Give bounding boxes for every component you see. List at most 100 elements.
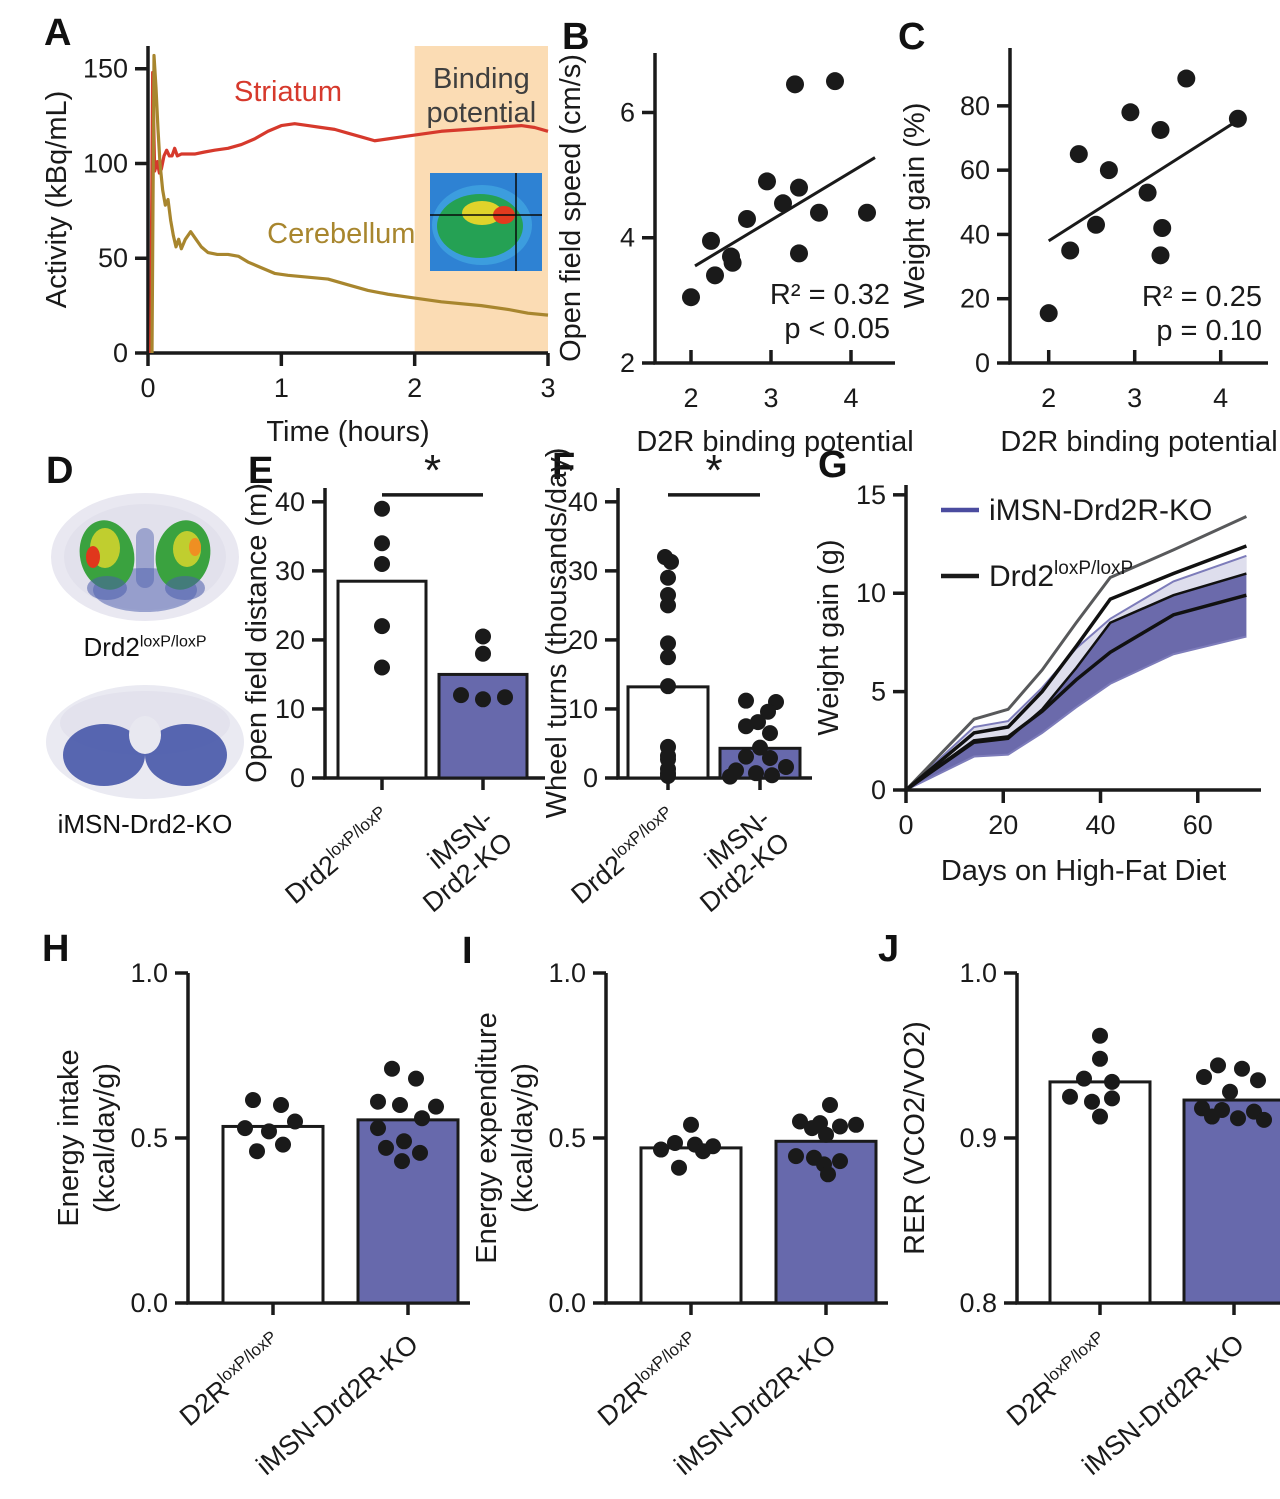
svg-text:20: 20 — [960, 284, 990, 314]
svg-text:20: 20 — [275, 625, 305, 655]
panel-label-e: E — [248, 450, 274, 492]
scatter-plot-c: 0 20 40 60 80 2 3 4 R² = 0.25p = 0.10 Weight gain… — [899, 48, 1278, 458]
svg-text:4: 4 — [1213, 383, 1228, 413]
panel-label-g: G — [818, 444, 848, 486]
legend-label-0: iMSN-Drd2R-KO — [989, 494, 1212, 527]
series-label-cerebellum: Cerebellum — [267, 218, 415, 250]
panel-label-h: H — [42, 928, 70, 970]
svg-text:0.0: 0.0 — [548, 1288, 586, 1318]
svg-text:30: 30 — [275, 556, 305, 586]
significance-star: * — [424, 446, 441, 495]
panel-b-speed-scatter-chart: 2 4 6 2 3 4 R² = 0.32 p < 0.05 Open field speed … — [550, 8, 914, 458]
control-mean-line — [904, 544, 1248, 792]
svg-text:20: 20 — [568, 625, 598, 655]
svg-text:Energy expenditure: Energy expenditure — [471, 1012, 503, 1264]
panel-label-d: D — [46, 450, 74, 492]
svg-text:40: 40 — [275, 487, 305, 517]
panel-label-f: F — [552, 446, 576, 488]
svg-text:0: 0 — [871, 775, 886, 805]
group-label-D2RloxP/loxP: D2RloxP/loxP — [591, 1327, 707, 1432]
svg-text:3: 3 — [763, 383, 778, 413]
svg-text:0.5: 0.5 — [130, 1123, 168, 1153]
series-label-striatum: Striatum — [234, 76, 342, 108]
svg-text:Time (hours): Time (hours) — [266, 416, 429, 448]
svg-text:1.0: 1.0 — [130, 958, 168, 988]
svg-text:D2R binding potential: D2R binding potential — [1000, 426, 1277, 458]
svg-text:2: 2 — [407, 373, 422, 403]
p-value-text: p = 0.10 — [1156, 315, 1262, 347]
svg-text:0.5: 0.5 — [548, 1123, 586, 1153]
svg-text:15: 15 — [856, 480, 886, 510]
svg-text:0: 0 — [975, 348, 990, 378]
series-cerebellum — [150, 53, 549, 354]
svg-text:(kcal/day/g): (kcal/day/g) — [507, 1063, 539, 1213]
svg-text:4: 4 — [843, 383, 858, 413]
panel-label-j: J — [878, 928, 900, 970]
group-label-Drd2loxP/loxP: Drd2loxP/loxP — [564, 802, 684, 910]
svg-text:50: 50 — [98, 243, 128, 273]
panel-c-weightgain-scatter-chart: 0 20 40 60 80 2 3 4 R² = 0.25 p = 0.10 Weight gain… — [890, 8, 1280, 458]
binding-potential-label: Binding — [433, 63, 530, 95]
legend-label-1: Drd2loxP/loxP — [989, 558, 1133, 593]
brain-section-control-image — [51, 493, 239, 621]
ko-mean-line — [904, 593, 1247, 792]
svg-text:Weight gain (%): Weight gain (%) — [899, 103, 931, 309]
panel-i-energy-expenditure-bar-chart: 0.0 0.5 1.0 D2RloxP/loxP iMSN-Drd2R-KO Energy… — [446, 928, 890, 1498]
bar-iMSN-Drd2R-KO — [356, 1118, 460, 1305]
data-points — [1039, 69, 1247, 323]
dots-iMSN-Drd2R-KO — [370, 1060, 444, 1170]
bar-chart-e: 0 10 20 30 40 Drd2loxP/loxP iMSN-Drd2-KO * Open … — [241, 446, 545, 918]
bar-iMSN-Drd2R-KO — [1182, 1098, 1280, 1305]
panel-d-autoradiographs: Drd2loxP/loxP iMSN-Drd2-KO — [35, 490, 255, 850]
panel-f-wheelturns-bar-chart: 0 10 20 30 40 Drd2loxP/loxP iMSN-Drd2-KO * Wheel… — [540, 446, 820, 940]
dots-D2RloxP/loxP — [1062, 1027, 1120, 1125]
svg-text:0: 0 — [583, 763, 598, 793]
group-label-iMSN-Drd2-KO: iMSN-Drd2-KO — [675, 804, 795, 918]
group-label-Drd2loxP/loxP: Drd2loxP/loxP — [278, 802, 398, 910]
trend-line — [1047, 119, 1239, 243]
svg-text:0: 0 — [113, 338, 128, 368]
svg-text:1.0: 1.0 — [959, 958, 997, 988]
panel-h-energy-intake-bar-chart: 0.0 0.5 1.0 D2RloxP/loxP iMSN-Drd2R-KO Energy… — [28, 928, 472, 1498]
bar-chart-f: 0 10 20 30 40 Drd2loxP/loxP iMSN-Drd2-KO * Wheel… — [541, 446, 812, 918]
dots-D2RloxP/loxP — [237, 1092, 303, 1160]
svg-text:1: 1 — [274, 373, 289, 403]
svg-text:3: 3 — [540, 373, 555, 403]
dots-iMSN-Drd2-KO — [453, 628, 513, 708]
svg-text:Open field distance (m): Open field distance (m) — [241, 483, 273, 783]
group-label-iMSN-Drd2R-KO: iMSN-Drd2R-KO — [251, 1329, 424, 1481]
significance-star: * — [705, 446, 722, 495]
control-lower-line — [905, 572, 1247, 792]
control-error-band — [906, 516, 1247, 790]
dots-D2RloxP/loxP — [653, 1116, 721, 1176]
dots-Drd2loxP/loxP — [657, 549, 679, 784]
svg-text:RER (VCO2/VO2): RER (VCO2/VO2) — [899, 1021, 931, 1255]
svg-text:40: 40 — [960, 219, 990, 249]
brain-ko-label: iMSN-Drd2-KO — [57, 809, 233, 839]
svg-text:2: 2 — [1041, 383, 1056, 413]
svg-text:150: 150 — [83, 54, 128, 84]
bar-Drd2loxP/loxP — [336, 579, 428, 780]
brain-control-art — [51, 493, 239, 621]
bar-D2RloxP/loxP — [639, 1146, 743, 1305]
bar-D2RloxP/loxP — [221, 1124, 325, 1305]
weight-gain-band-plot: 0 5 10 15 0 20 40 60 iMSN-Drd2R-KO Drd2loxP/loxP W… — [813, 480, 1261, 887]
svg-text:60: 60 — [960, 155, 990, 185]
svg-text:30: 30 — [568, 556, 598, 586]
control-upper-line — [904, 515, 1248, 792]
svg-text:Wheel turns (thousands/day): Wheel turns (thousands/day) — [541, 448, 573, 819]
brain-ko-art — [46, 685, 244, 799]
svg-text:4: 4 — [620, 223, 635, 253]
svg-text:0: 0 — [140, 373, 155, 403]
brain-control-label: Drd2loxP/loxP — [83, 632, 207, 662]
svg-text:potential: potential — [427, 97, 537, 129]
group-label-iMSN-Drd2R-KO: iMSN-Drd2R-KO — [669, 1329, 842, 1481]
svg-text:1.0: 1.0 — [548, 958, 586, 988]
group-label-D2RloxP/loxP: D2RloxP/loxP — [173, 1327, 289, 1432]
svg-text:5: 5 — [871, 677, 886, 707]
svg-text:10: 10 — [856, 578, 886, 608]
bar-iMSN-Drd2-KO — [437, 672, 529, 780]
group-label-iMSN-Drd2-KO: iMSN-Drd2-KO — [398, 804, 518, 918]
